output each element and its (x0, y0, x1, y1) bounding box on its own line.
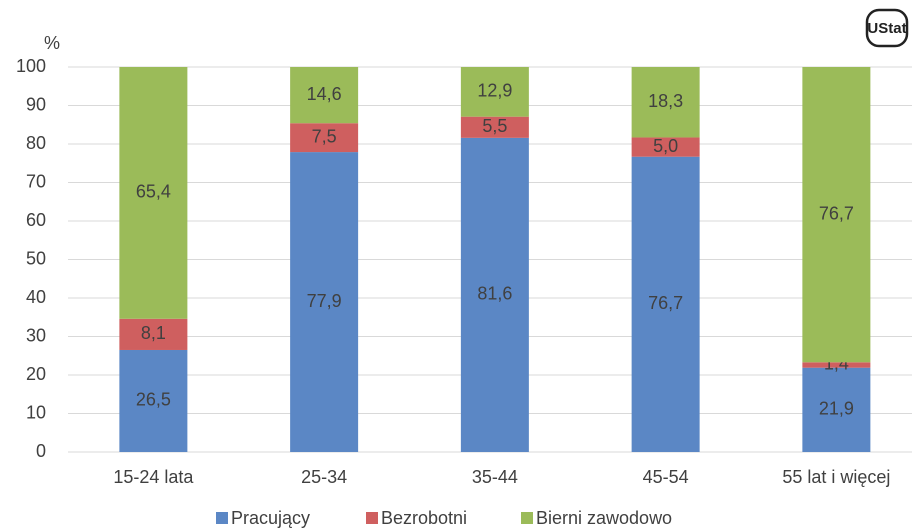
data-label: 18,3 (648, 91, 683, 111)
bar-segment (631, 137, 700, 157)
y-tick-label: 10 (26, 402, 46, 422)
bar-segment (119, 349, 188, 452)
bar-segment (119, 318, 188, 350)
data-label: 76,7 (819, 203, 854, 223)
y-tick-label: 40 (26, 287, 46, 307)
data-label: 76,7 (648, 293, 683, 313)
data-label: 81,6 (477, 284, 512, 304)
data-label: 14,6 (307, 84, 342, 104)
bar-segment (802, 67, 871, 363)
data-label: 26,5 (136, 390, 171, 410)
legend-label: Pracujący (231, 508, 310, 528)
bar-segment (290, 123, 359, 153)
logo-frame (865, 8, 909, 48)
logo: UStat (865, 8, 909, 48)
legend-swatch (521, 512, 533, 524)
bar-segment (802, 367, 871, 452)
y-tick-label: 100 (16, 56, 46, 76)
data-label: 8,1 (141, 323, 166, 343)
y-tick-label: 70 (26, 171, 46, 191)
bar-segment (460, 137, 529, 452)
legend-swatch (366, 512, 378, 524)
x-tick-label: 35-44 (472, 467, 518, 487)
bar-segment (631, 156, 700, 452)
data-label: 5,5 (482, 116, 507, 136)
x-tick-label: 55 lat i więcej (782, 467, 890, 487)
bar-segment (460, 67, 529, 117)
x-tick-label: 45-54 (643, 467, 689, 487)
y-tick-label: 60 (26, 210, 46, 230)
bar-segment (631, 67, 700, 138)
y-tick-label: 20 (26, 364, 46, 384)
data-label: 12,9 (477, 81, 512, 101)
x-tick-label: 25-34 (301, 467, 347, 487)
data-label: 7,5 (312, 126, 337, 146)
bar-segment (460, 116, 529, 138)
y-tick-label: 80 (26, 133, 46, 153)
y-axis-label: % (44, 33, 60, 53)
data-label: 21,9 (819, 399, 854, 419)
legend-swatch (216, 512, 228, 524)
data-label: 65,4 (136, 182, 171, 202)
bar-segment (290, 67, 359, 124)
legend-label: Bezrobotni (381, 508, 467, 528)
y-tick-label: 30 (26, 325, 46, 345)
x-tick-label: 15-24 lata (113, 467, 194, 487)
bar-segment (290, 152, 359, 452)
y-tick-label: 90 (26, 94, 46, 114)
y-tick-label: 0 (36, 441, 46, 461)
data-label: 77,9 (307, 291, 342, 311)
data-label: 5,0 (653, 136, 678, 156)
legend-label: Bierni zawodowo (536, 508, 672, 528)
y-tick-label: 50 (26, 248, 46, 268)
logo-text: UStat (867, 20, 906, 37)
bar-segment (119, 67, 188, 319)
bar-segment (802, 362, 871, 368)
